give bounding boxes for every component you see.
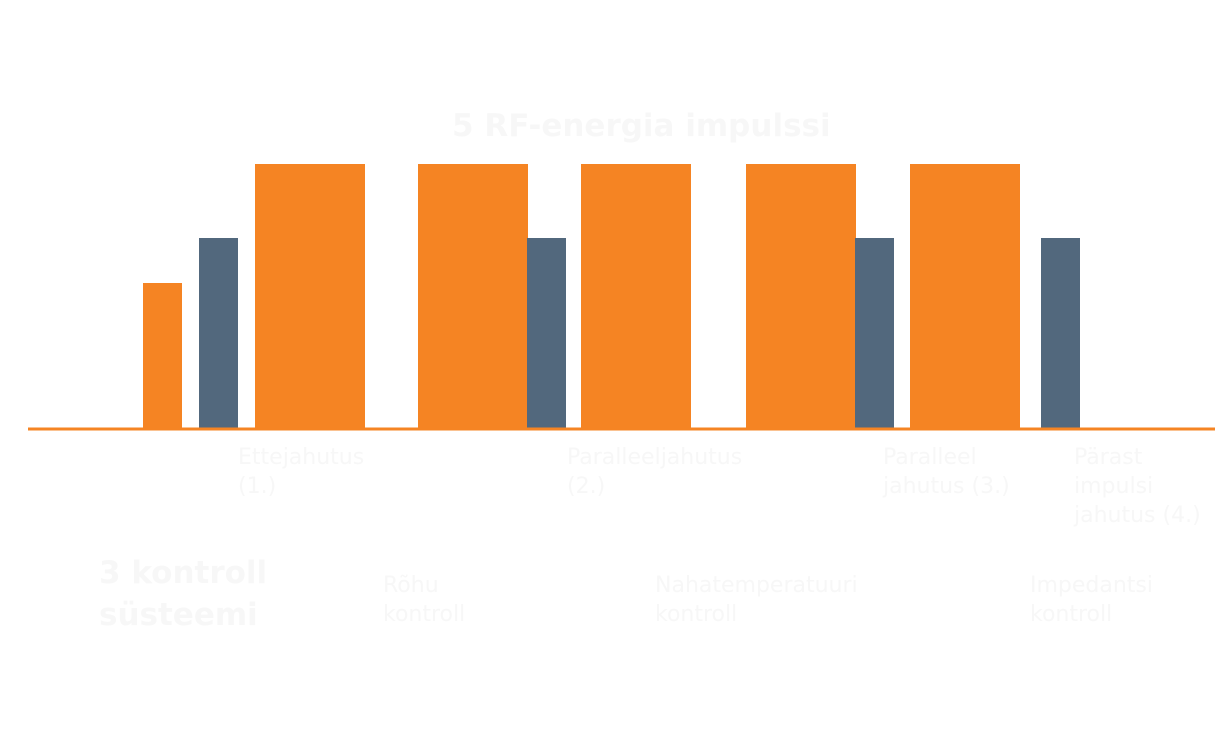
rf-pulse-bar-9 [910, 164, 1020, 428]
cooling-bar-10 [1041, 238, 1080, 428]
cooling-bar-1 [143, 283, 182, 428]
diagram-title: 5 RF-energia impulssi [452, 108, 831, 144]
cooling-bar-8 [855, 238, 894, 428]
control-label-skin-temperature: Nahatemperatuuri kontroll [655, 573, 858, 627]
systems-heading: 3 kontroll süsteemi [99, 555, 268, 633]
control-label-impedance: Impedantsi kontroll [1030, 573, 1154, 627]
control-label-pressure: Rõhu kontroll [383, 573, 466, 627]
rf-pulse-bar-3 [255, 164, 365, 428]
rf-pulse-bar-7 [746, 164, 856, 428]
bars-layer [143, 164, 1080, 428]
phase-label-2: Paralleeljahutus (2.) [567, 445, 743, 499]
cooling-bar-2 [199, 238, 238, 428]
phase-label-1: Ettejahutus (1.) [238, 445, 365, 499]
cooling-bar-5 [527, 238, 566, 428]
rf-pulse-bar-4 [418, 164, 528, 428]
phase-label-3: Paralleel jahutus (3.) [883, 445, 1010, 499]
rf-pulse-bar-6 [581, 164, 691, 428]
phase-label-4: Pärast impulsi jahutus (4.) [1074, 445, 1201, 528]
